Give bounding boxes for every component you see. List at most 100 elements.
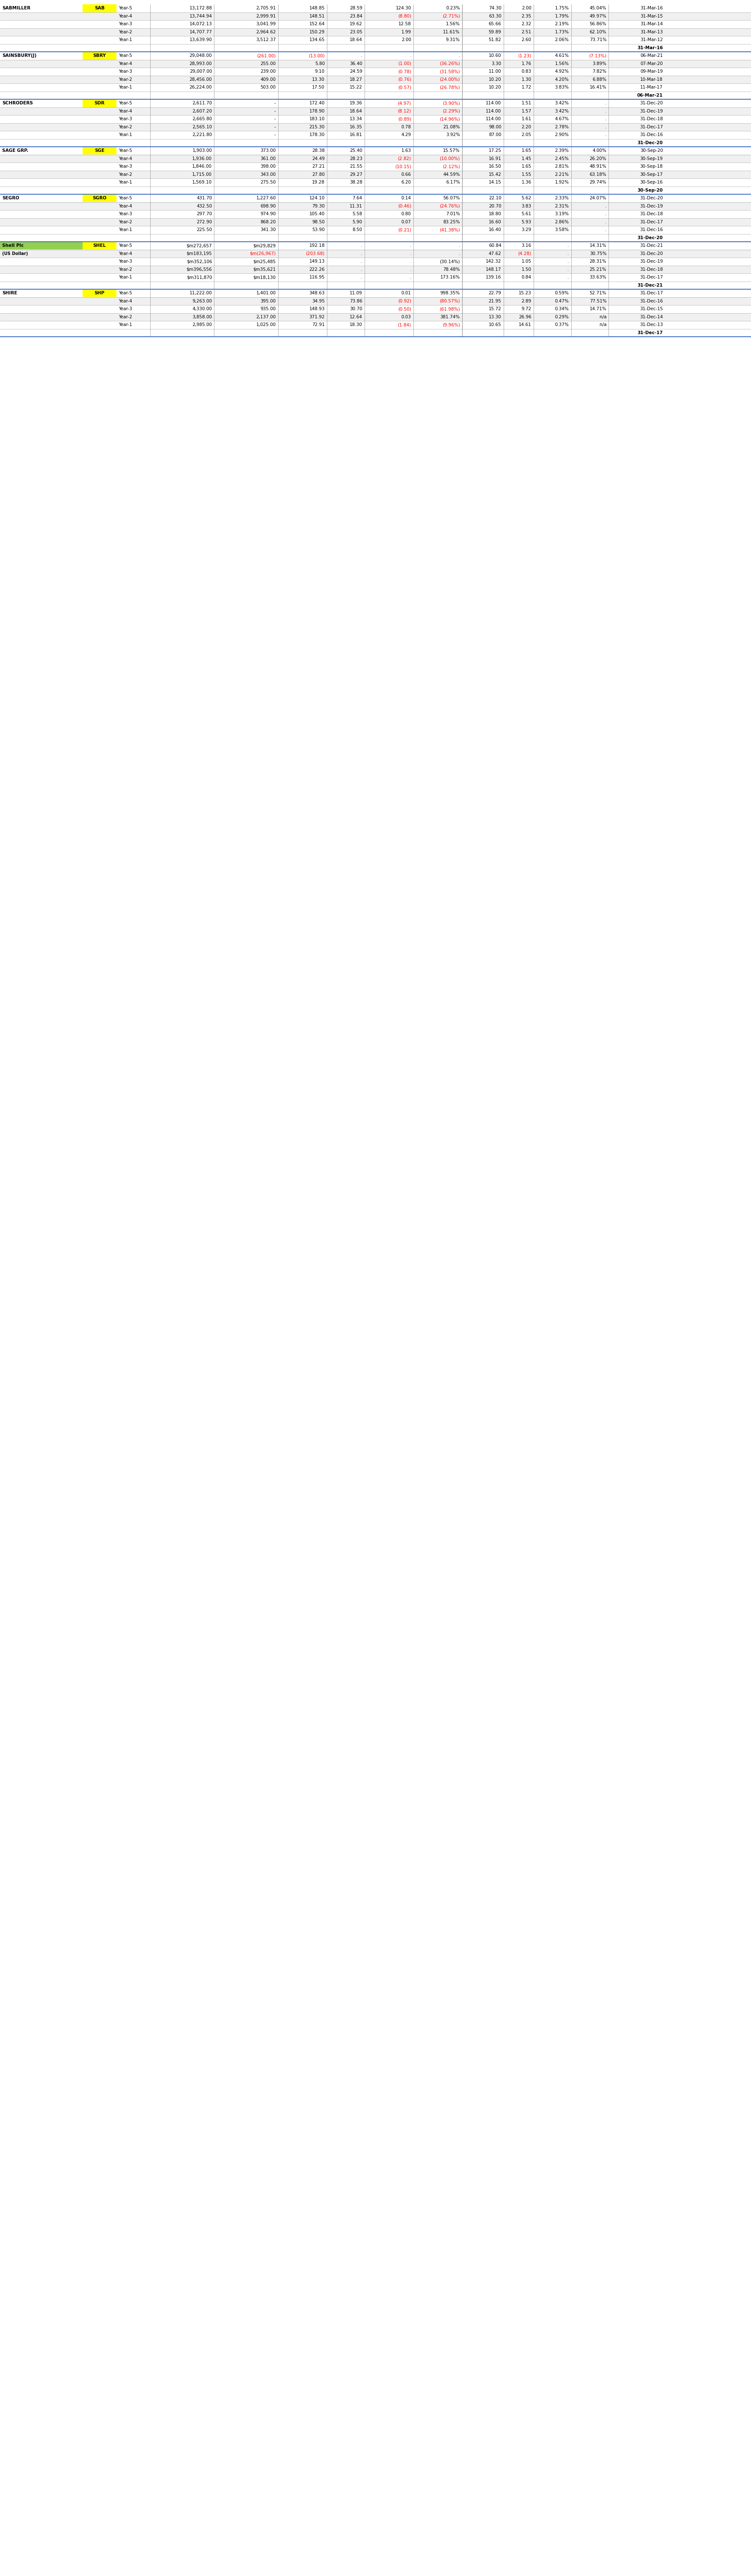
Text: 31-Dec-18: 31-Dec-18 xyxy=(639,211,662,216)
Text: 16.35: 16.35 xyxy=(349,124,362,129)
Bar xyxy=(0,170,751,178)
Text: 31-Dec-21: 31-Dec-21 xyxy=(637,283,662,289)
Text: 2,964.62: 2,964.62 xyxy=(256,31,276,33)
Text: 698.90: 698.90 xyxy=(260,204,276,209)
Text: 2.21%: 2.21% xyxy=(554,173,569,178)
Text: 53.90: 53.90 xyxy=(312,227,324,232)
Text: 4.00%: 4.00% xyxy=(592,149,606,152)
Text: Year-3: Year-3 xyxy=(119,211,132,216)
Text: 17.50: 17.50 xyxy=(312,85,324,90)
Text: 11.00: 11.00 xyxy=(488,70,501,75)
Text: 1,227.60: 1,227.60 xyxy=(256,196,276,201)
Text: .: . xyxy=(605,204,606,209)
Text: 10-Mar-18: 10-Mar-18 xyxy=(640,77,662,82)
Text: 5.90: 5.90 xyxy=(352,219,362,224)
Text: Year-5: Year-5 xyxy=(119,100,132,106)
Text: 16.41%: 16.41% xyxy=(590,85,606,90)
Text: (7.13%): (7.13%) xyxy=(589,54,606,57)
Text: 5.93: 5.93 xyxy=(521,219,531,224)
Text: 3.83%: 3.83% xyxy=(554,85,569,90)
Text: 63.18%: 63.18% xyxy=(590,173,606,178)
Text: 0.78: 0.78 xyxy=(401,124,411,129)
Bar xyxy=(0,5,751,13)
Text: 148.51: 148.51 xyxy=(309,13,324,18)
Text: 4.61%: 4.61% xyxy=(554,54,569,57)
Text: 1,401.00: 1,401.00 xyxy=(256,291,276,296)
Text: 2.00: 2.00 xyxy=(521,5,531,10)
Text: 4.29: 4.29 xyxy=(401,134,411,137)
Text: 31-Dec-19: 31-Dec-19 xyxy=(639,108,662,113)
Text: 18.64: 18.64 xyxy=(349,108,362,113)
Text: Year-5: Year-5 xyxy=(119,149,132,152)
Text: .: . xyxy=(409,245,411,247)
Text: 14.61: 14.61 xyxy=(518,322,531,327)
Text: .: . xyxy=(567,260,569,263)
Text: 15.42: 15.42 xyxy=(488,173,501,178)
Text: 8.50: 8.50 xyxy=(352,227,362,232)
Text: Year-4: Year-4 xyxy=(119,62,132,67)
Text: 5.62: 5.62 xyxy=(521,196,531,201)
Text: 1.76: 1.76 xyxy=(521,62,531,67)
Bar xyxy=(0,108,751,116)
Text: 28,993.00: 28,993.00 xyxy=(189,62,212,67)
Text: 134.65: 134.65 xyxy=(309,39,324,41)
Text: 73.71%: 73.71% xyxy=(590,39,606,41)
Text: 73.86: 73.86 xyxy=(349,299,362,304)
Text: SHP: SHP xyxy=(95,291,104,296)
Text: $m272,657: $m272,657 xyxy=(186,245,212,247)
Text: 14.71%: 14.71% xyxy=(590,307,606,312)
Text: 2,137.00: 2,137.00 xyxy=(256,314,276,319)
Text: -: - xyxy=(274,124,276,129)
Text: 12.64: 12.64 xyxy=(349,314,362,319)
Text: 395.00: 395.00 xyxy=(261,299,276,304)
Text: 19.28: 19.28 xyxy=(312,180,324,185)
Text: 14.15: 14.15 xyxy=(488,180,501,185)
Text: 2.33%: 2.33% xyxy=(554,196,569,201)
Text: 7.01%: 7.01% xyxy=(445,211,460,216)
Text: (0.21): (0.21) xyxy=(397,227,411,232)
Text: (9.96%): (9.96%) xyxy=(442,322,460,327)
Text: 30.75%: 30.75% xyxy=(590,252,606,255)
Text: 1,936.00: 1,936.00 xyxy=(192,157,212,160)
Text: 148.93: 148.93 xyxy=(309,307,324,312)
Bar xyxy=(0,162,751,170)
Text: 3.16: 3.16 xyxy=(521,245,531,247)
Text: 48.91%: 48.91% xyxy=(590,165,606,167)
Text: 34.95: 34.95 xyxy=(312,299,324,304)
Text: 373.00: 373.00 xyxy=(261,149,276,152)
Text: 12.58: 12.58 xyxy=(398,23,411,26)
Text: (0.76): (0.76) xyxy=(397,77,411,82)
Text: 239.00: 239.00 xyxy=(261,70,276,75)
Text: 3.58%: 3.58% xyxy=(554,227,569,232)
Bar xyxy=(83,289,116,330)
Text: SHIRE: SHIRE xyxy=(2,291,17,296)
Text: 178.30: 178.30 xyxy=(309,134,324,137)
Text: Year-3: Year-3 xyxy=(119,260,132,263)
Bar xyxy=(0,124,751,131)
Text: 431.70: 431.70 xyxy=(196,196,212,201)
Text: 0.14: 0.14 xyxy=(401,196,411,201)
Text: .: . xyxy=(567,268,569,270)
Text: 1,715.00: 1,715.00 xyxy=(192,173,212,178)
Bar xyxy=(0,100,751,108)
Text: (0.57): (0.57) xyxy=(397,85,411,90)
Text: 2,665.80: 2,665.80 xyxy=(192,116,212,121)
Text: (30.14%): (30.14%) xyxy=(439,260,460,263)
Text: Year-4: Year-4 xyxy=(119,108,132,113)
Bar xyxy=(0,67,751,75)
Text: $m25,485: $m25,485 xyxy=(253,260,276,263)
Text: (0.92): (0.92) xyxy=(397,299,411,304)
Text: 215.30: 215.30 xyxy=(309,124,324,129)
Text: 0.84: 0.84 xyxy=(521,276,531,278)
Text: (2.29%): (2.29%) xyxy=(442,108,460,113)
Text: 1.73%: 1.73% xyxy=(554,31,569,33)
Text: 25.21%: 25.21% xyxy=(590,268,606,270)
Text: SAINSBURY(J): SAINSBURY(J) xyxy=(2,54,37,57)
Text: 30-Sep-20: 30-Sep-20 xyxy=(640,149,662,152)
Text: (1.23): (1.23) xyxy=(517,54,531,57)
Text: .: . xyxy=(458,245,460,247)
Text: 1.30: 1.30 xyxy=(521,77,531,82)
Text: 6.88%: 6.88% xyxy=(592,77,606,82)
Text: 142.32: 142.32 xyxy=(485,260,501,263)
Text: 9.72: 9.72 xyxy=(521,307,531,312)
